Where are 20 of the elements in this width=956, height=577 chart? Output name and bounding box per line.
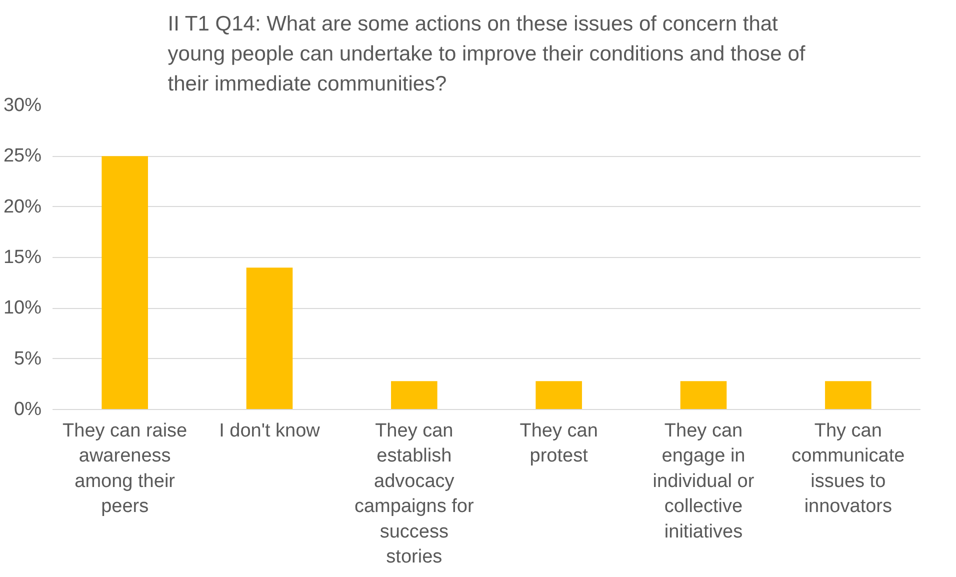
x-tick-label: They can engage in individual or collective initiatives (652, 420, 755, 542)
y-tick-label: 25% (3, 146, 42, 167)
y-tick-label: 0% (14, 399, 42, 420)
x-tick-label: They can raise awareness among their peers (62, 420, 188, 518)
bar (391, 381, 438, 410)
x-tick-label: I don't know (219, 420, 320, 442)
bar (102, 156, 148, 410)
y-tick-label: 30% (3, 95, 42, 116)
x-tick-label: They can protest (520, 420, 598, 467)
x-tick-label: Thy can communicate issues to innovators (792, 420, 905, 518)
x-tick-label: They can establish advocacy campaigns for success stories (354, 420, 475, 568)
y-tick-label: 20% (3, 196, 42, 218)
chart-title: II T1 Q14: What are some actions on these issues of concern that young people can undertake to improve their conditions and those of their immediate communities? (168, 12, 806, 96)
y-tick-label: 15% (3, 247, 42, 268)
bar (536, 381, 582, 410)
bar (246, 268, 293, 410)
bar (680, 381, 727, 410)
bar (825, 381, 872, 410)
y-tick-label: 5% (14, 348, 42, 370)
y-tick-label: 10% (3, 298, 42, 319)
